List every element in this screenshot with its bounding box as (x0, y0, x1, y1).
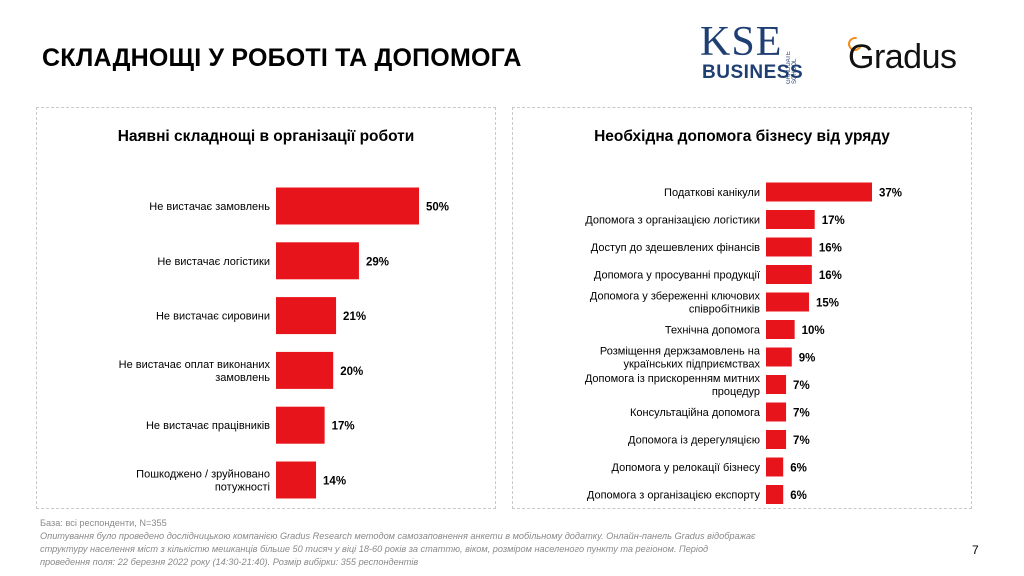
value-label-9: 7% (793, 408, 810, 420)
value-label-4: 20% (340, 366, 363, 378)
value-label-2: 17% (822, 215, 845, 227)
government-help-chart-panel: Необхідна допомога бізнесу від уряду Под… (512, 107, 972, 509)
bar-10 (766, 430, 787, 449)
value-label-3: 21% (343, 311, 366, 323)
category-label-1: Податкові канікули (664, 187, 760, 199)
difficulties-chart-panel: Наявні складнощі в організації роботи Не… (36, 107, 496, 509)
value-label-10: 7% (793, 435, 810, 447)
value-label-12: 6% (790, 490, 807, 502)
bar-2 (766, 210, 815, 229)
category-label-8: Допомога із прискоренням митних процедур (585, 373, 761, 398)
footer-methodology: Опитування було проведено дослідницькою … (40, 531, 756, 567)
bar-4 (276, 351, 334, 389)
bar-3 (766, 237, 812, 257)
bar-11 (766, 457, 784, 477)
category-label-4: Не вистачає оплат виконаних замовлень (119, 359, 271, 384)
gradus-logo: Gradus (848, 38, 957, 76)
bar-7 (766, 347, 792, 367)
category-label-6: Технічна допомога (665, 325, 761, 337)
difficulties-chart-title: Наявні складнощі в організації роботи (117, 128, 415, 145)
category-label-7: Розміщення держзамовлень на українських п… (600, 346, 761, 371)
category-label-12: Допомога з організацією експорту (587, 490, 761, 502)
value-label-5: 17% (332, 421, 355, 433)
category-label-5: Допомога у збереженні ключових співробітн… (590, 291, 761, 316)
category-label-11: Допомога у релокації бізнесу (612, 462, 761, 474)
bar-5 (276, 406, 325, 444)
value-label-3: 16% (819, 243, 842, 255)
value-label-6: 14% (323, 476, 346, 488)
category-label-2: Допомога з організацією логістики (585, 215, 760, 227)
bar-6 (766, 320, 795, 339)
bar-9 (766, 402, 787, 422)
category-label-6: Пошкоджено / зруйновано потужності (136, 469, 270, 494)
bar-6 (276, 461, 317, 499)
value-label-1: 50% (426, 202, 449, 214)
kse-logo-business: BUSINESS (702, 62, 804, 83)
value-label-7: 9% (799, 353, 816, 365)
value-label-8: 7% (793, 380, 810, 392)
bar-5 (766, 292, 809, 312)
category-label-2: Не вистачає логістики (157, 256, 270, 268)
category-label-9: Консультаційна допомога (630, 407, 761, 419)
kse-logo-text: KSE (700, 19, 783, 65)
value-label-4: 16% (819, 270, 842, 282)
value-label-2: 29% (366, 256, 389, 268)
bar-1 (766, 182, 872, 202)
bar-8 (766, 375, 787, 394)
bar-12 (766, 485, 784, 504)
category-label-10: Допомога із дерегуляцією (628, 435, 760, 447)
value-label-6: 10% (802, 325, 825, 337)
bar-2 (276, 242, 359, 280)
government-help-chart-title: Необхідна допомога бізнесу від уряду (594, 128, 890, 145)
bar-3 (276, 297, 337, 335)
difficulties-bar-chart: Не вистачає замовлень 50% Не вистачає логі… (119, 187, 449, 499)
page-number: 7 (972, 543, 979, 557)
footer-notes: База: всі респонденти, N=355 Опитування … (40, 517, 760, 569)
category-label-3: Доступ до здешевлених фінансів (591, 242, 760, 254)
bar-4 (766, 265, 812, 284)
value-label-11: 6% (790, 463, 807, 475)
kse-business-logo: KSE GRADUATE SCHOOL BUSINESS (700, 19, 810, 84)
value-label-1: 37% (879, 188, 902, 200)
page-title: СКЛАДНОЩІ У РОБОТІ ТА ДОПОМОГА (42, 44, 522, 72)
footer-base: База: всі респонденти, N=355 (40, 518, 167, 528)
government-help-bar-chart: Податкові канікули 37% Допомога з організа… (585, 182, 902, 504)
value-label-5: 15% (816, 298, 839, 310)
category-label-3: Не вистачає сировини (156, 311, 270, 323)
bar-1 (276, 187, 419, 225)
category-label-1: Не вистачає замовлень (149, 201, 270, 213)
category-label-4: Допомога у просуванні продукції (594, 270, 760, 282)
category-label-5: Не вистачає працівників (146, 420, 270, 432)
